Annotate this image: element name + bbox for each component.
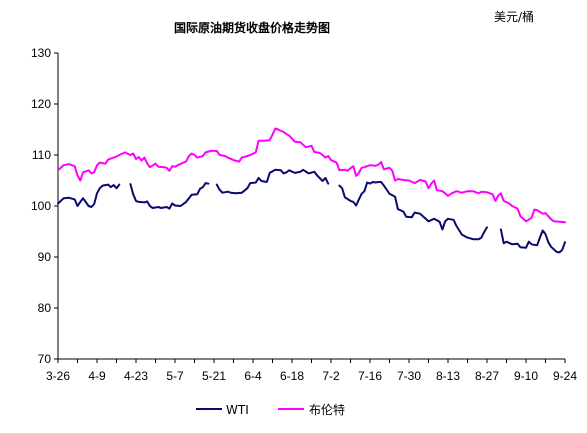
- legend-label-brent: 布伦特: [309, 402, 345, 417]
- y-tick-label: 120: [31, 97, 51, 111]
- y-axis: 70 80 90 100 110 120 130: [31, 46, 59, 366]
- chart-title: 国际原油期货收盘价格走势图: [174, 20, 330, 35]
- x-tick-label: 5-21: [202, 369, 226, 383]
- y-tick-label: 100: [31, 199, 51, 213]
- y-tick-label: 90: [38, 250, 52, 264]
- x-tick-label: 3-26: [46, 369, 70, 383]
- x-tick-label: 7-30: [397, 369, 421, 383]
- series-line-segment: [57, 183, 121, 208]
- series-line-segment: [215, 168, 330, 195]
- series-line-segment: [129, 182, 210, 210]
- y-tick-label: 70: [38, 352, 52, 366]
- x-tick-label: 7-16: [358, 369, 382, 383]
- y-tick-label: 110: [32, 148, 51, 162]
- x-tick-label: 5-7: [166, 369, 184, 383]
- x-axis: 3-26 4-9 4-23 5-7 5-21 6-4 6-18 7-2 7-16 7-30 8-13…: [46, 358, 577, 383]
- x-tick-label: 6-4: [244, 369, 262, 383]
- series-line-segment: [57, 127, 566, 224]
- series-line-segment: [499, 228, 566, 254]
- unit-label: 美元/桶: [494, 9, 534, 24]
- x-tick-label: 9-24: [553, 369, 577, 383]
- x-tick-label: 8-13: [436, 369, 460, 383]
- series-layer: [57, 127, 566, 254]
- x-tick-label: 4-9: [88, 369, 106, 383]
- x-tick-label: 4-23: [124, 369, 148, 383]
- x-tick-label: 8-27: [475, 369, 499, 383]
- series-brent: [57, 127, 566, 224]
- x-tick-label: 6-18: [280, 369, 304, 383]
- legend: WTI 布伦特: [196, 402, 345, 417]
- series-wti: [57, 168, 566, 254]
- legend-label-wti: WTI: [226, 403, 249, 417]
- series-line-segment: [338, 181, 488, 241]
- y-tick-label: 80: [38, 301, 52, 315]
- y-tick-label: 130: [31, 46, 51, 60]
- x-tick-label: 9-10: [514, 369, 538, 383]
- x-tick-label: 7-2: [322, 369, 340, 383]
